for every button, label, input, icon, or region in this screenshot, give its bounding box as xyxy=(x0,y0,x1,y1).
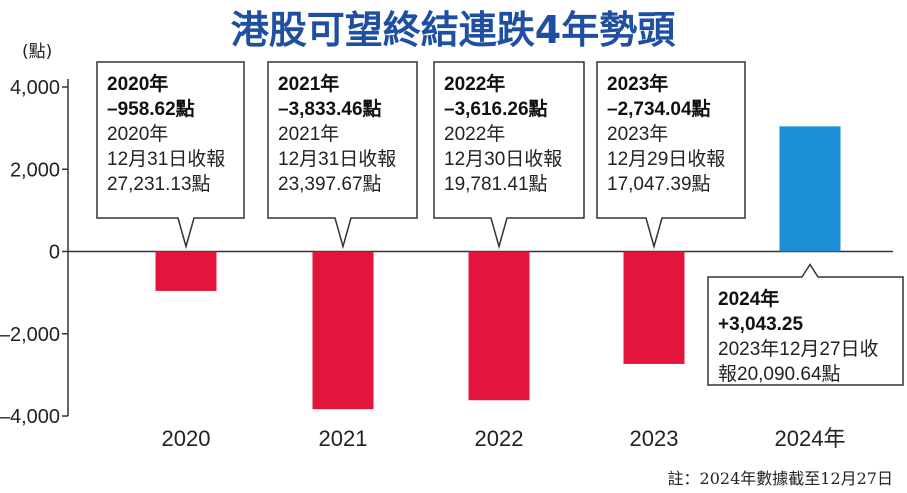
bar-2023 xyxy=(623,251,685,364)
callout-line: 23,397.67點 xyxy=(278,173,382,195)
callout-change: –2,734.04點 xyxy=(607,97,711,120)
callout-box xyxy=(96,61,245,250)
callout-line: 27,231.13點 xyxy=(107,173,211,195)
callout-line: 2023年12月27日收 xyxy=(718,338,879,360)
callout-line: 2023年 xyxy=(607,123,668,145)
callout-change: –3,833.46點 xyxy=(278,97,382,120)
callout-year: 2024年 xyxy=(718,287,779,310)
callout-box xyxy=(267,61,418,250)
callout-year: 2020年 xyxy=(107,72,168,95)
callout-line: 12月31日收報 xyxy=(107,148,225,170)
footnote: 註：2024年數據截至12月27日 xyxy=(668,469,893,488)
bar-2024年 xyxy=(779,126,841,252)
y-tick-label: 2,000 xyxy=(10,159,60,181)
bars xyxy=(155,126,841,410)
y-tick-label: 4,000 xyxy=(10,77,60,99)
x-tick-label: 2023 xyxy=(630,426,679,451)
bar-2021 xyxy=(312,251,374,410)
callout-change: –3,616.26點 xyxy=(444,97,548,120)
bar-2020 xyxy=(155,251,217,291)
callout-line: 12月31日收報 xyxy=(278,148,396,170)
callout-box xyxy=(596,61,746,250)
callouts: 2020年–958.62點2020年12月31日收報27,231.13點2021… xyxy=(96,61,904,386)
callout-line: 2021年 xyxy=(278,123,339,145)
callout-year: 2022年 xyxy=(444,72,505,95)
callout-line: 2020年 xyxy=(107,123,168,145)
callout-year: 2023年 xyxy=(607,72,668,95)
callout-box xyxy=(707,263,904,386)
callout-line: 2022年 xyxy=(444,123,505,145)
callout-line: 17,047.39點 xyxy=(607,173,711,195)
callout-line: 12月30日收報 xyxy=(444,148,562,170)
callout-change: –958.62點 xyxy=(107,97,195,120)
x-tick-label: 2022 xyxy=(475,426,524,451)
y-tick-label: –2,000 xyxy=(0,324,60,346)
x-tick-label: 2021 xyxy=(319,426,368,451)
bar-2022 xyxy=(468,251,530,401)
callout-box xyxy=(433,61,585,250)
chart-title: 港股可望終結連跌4年勢頭 xyxy=(231,8,676,52)
y-tick-label: 0 xyxy=(49,242,60,264)
x-tick-label: 2024年 xyxy=(775,426,846,451)
callout-change: +3,043.25 xyxy=(718,314,803,335)
callout-year: 2021年 xyxy=(278,72,339,95)
x-tick-labels: 2020 2021 2022 2023 2024年 xyxy=(162,426,846,451)
y-tick-label: –4,000 xyxy=(0,406,60,428)
callout-line: 19,781.41點 xyxy=(444,173,548,195)
x-tick-label: 2020 xyxy=(162,426,211,451)
callout-line: 12月29日收報 xyxy=(607,148,725,170)
callout-line: 報20,090.64點 xyxy=(718,363,841,385)
y-unit-label: (點) xyxy=(22,42,52,62)
